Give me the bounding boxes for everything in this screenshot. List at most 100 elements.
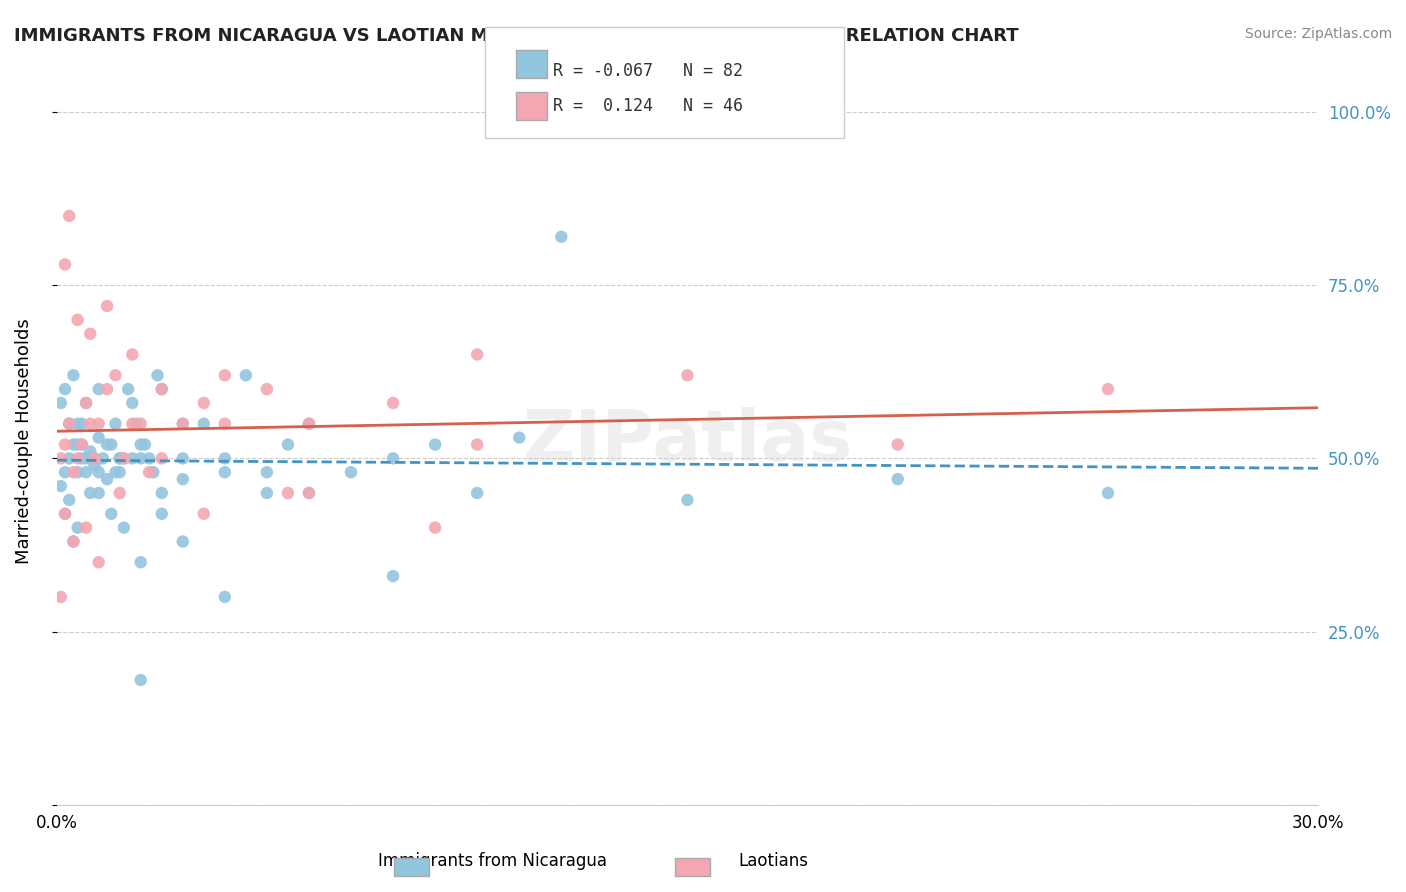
Point <box>53 507 76 521</box>
Point <box>49 396 72 410</box>
Point <box>117 382 139 396</box>
Text: Immigrants from Nicaragua: Immigrants from Nicaragua <box>378 852 606 870</box>
Point <box>298 486 321 500</box>
Point <box>129 673 152 687</box>
Point <box>75 396 97 410</box>
Point <box>298 417 321 431</box>
Point <box>87 382 110 396</box>
Point <box>112 451 135 466</box>
Point <box>277 486 299 500</box>
Point <box>676 368 699 383</box>
Point <box>53 257 76 271</box>
Point <box>298 486 321 500</box>
Point <box>125 417 148 431</box>
Point <box>172 534 194 549</box>
Point <box>256 465 278 479</box>
Point <box>87 486 110 500</box>
Point <box>58 417 80 431</box>
Point <box>104 417 127 431</box>
Point <box>62 437 84 451</box>
Text: ZIPatlas: ZIPatlas <box>523 407 852 475</box>
Point <box>214 417 236 431</box>
Point <box>70 437 93 451</box>
Point <box>121 451 143 466</box>
Point <box>423 437 446 451</box>
Point <box>58 492 80 507</box>
Point <box>79 326 101 341</box>
Point <box>382 451 405 466</box>
Point <box>146 368 169 383</box>
Point <box>172 417 194 431</box>
Y-axis label: Married-couple Households: Married-couple Households <box>15 318 32 564</box>
Point <box>150 382 173 396</box>
Point <box>298 417 321 431</box>
Point <box>465 347 488 361</box>
Point <box>83 451 105 466</box>
Point <box>108 486 131 500</box>
Point <box>465 437 488 451</box>
Point <box>62 534 84 549</box>
Point <box>214 368 236 383</box>
Point <box>108 451 131 466</box>
Point <box>53 507 76 521</box>
Point <box>129 417 152 431</box>
Point <box>423 521 446 535</box>
Point <box>121 417 143 431</box>
Point <box>58 417 80 431</box>
Point <box>235 368 257 383</box>
Point <box>134 437 156 451</box>
Point <box>100 507 122 521</box>
Point <box>121 396 143 410</box>
Point <box>87 431 110 445</box>
Point <box>75 465 97 479</box>
Point <box>193 417 215 431</box>
Point <box>62 465 84 479</box>
Point <box>214 451 236 466</box>
Point <box>138 465 160 479</box>
Point <box>79 444 101 458</box>
Point <box>129 451 152 466</box>
Text: IMMIGRANTS FROM NICARAGUA VS LAOTIAN MARRIED-COUPLE HOUSEHOLDS CORRELATION CHART: IMMIGRANTS FROM NICARAGUA VS LAOTIAN MAR… <box>14 27 1019 45</box>
Point <box>214 590 236 604</box>
Point <box>104 368 127 383</box>
Point <box>108 451 131 466</box>
Point <box>79 451 101 466</box>
Point <box>277 437 299 451</box>
Point <box>75 451 97 466</box>
Text: Laotians: Laotians <box>738 852 808 870</box>
Point <box>150 382 173 396</box>
Point <box>83 458 105 473</box>
Text: R =  0.124   N = 46: R = 0.124 N = 46 <box>553 97 742 115</box>
Point <box>49 451 72 466</box>
Point <box>66 521 89 535</box>
Point <box>53 382 76 396</box>
Point <box>49 590 72 604</box>
Point <box>96 472 118 486</box>
Text: R = -0.067   N = 82: R = -0.067 N = 82 <box>553 62 742 80</box>
Point <box>91 451 114 466</box>
Point <box>87 417 110 431</box>
Point <box>112 451 135 466</box>
Point <box>79 417 101 431</box>
Point <box>104 465 127 479</box>
Point <box>112 521 135 535</box>
Point <box>70 437 93 451</box>
Point <box>70 417 93 431</box>
Point <box>382 569 405 583</box>
Point <box>150 451 173 466</box>
Point <box>382 396 405 410</box>
Point <box>256 382 278 396</box>
Text: Source: ZipAtlas.com: Source: ZipAtlas.com <box>1244 27 1392 41</box>
Point <box>193 507 215 521</box>
Point <box>58 417 80 431</box>
Point <box>1097 382 1119 396</box>
Point <box>193 396 215 410</box>
Point <box>53 465 76 479</box>
Point <box>465 486 488 500</box>
Point <box>121 347 143 361</box>
Point <box>66 313 89 327</box>
Point <box>172 417 194 431</box>
Point <box>214 465 236 479</box>
Point <box>66 437 89 451</box>
Point <box>108 465 131 479</box>
